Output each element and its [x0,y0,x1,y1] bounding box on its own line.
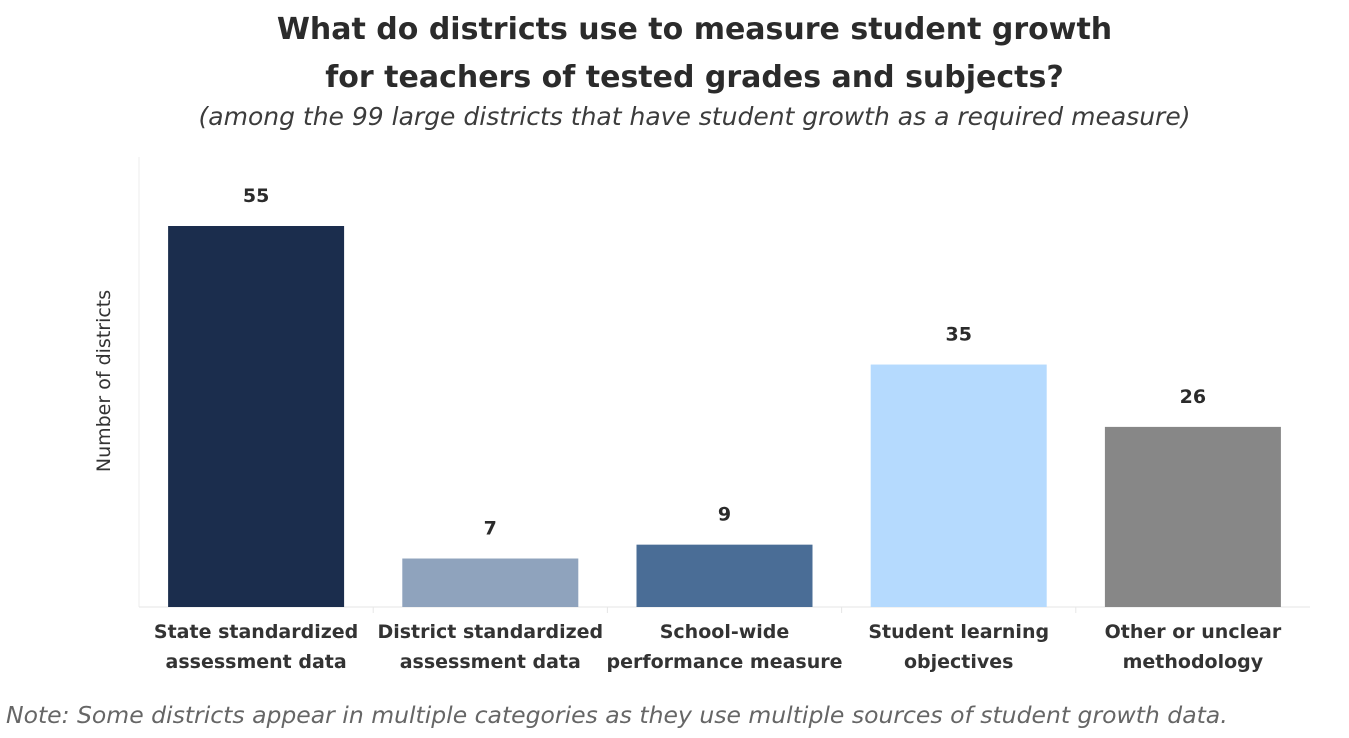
bar [168,226,345,607]
chart-note: Note: Some districts appear in multiple … [6,701,1228,729]
category-label: performance measure [606,651,842,673]
category-label: assessment data [166,651,347,673]
bar [402,558,579,607]
data-label: 35 [945,324,971,346]
data-label: 55 [243,185,269,207]
data-label: 7 [484,518,497,540]
data-label: 9 [718,504,731,526]
chart-title-line-2: for teachers of tested grades and subjec… [325,60,1064,95]
chart-category-labels: State standardized assessment data Distric… [154,621,1282,673]
category-label: District standardized [377,621,603,643]
category-label: Student learning [868,621,1049,643]
chart-bars [168,226,1281,607]
bar [870,364,1047,607]
bar [636,544,813,607]
chart-title: What do districts use to measure student… [0,6,1349,102]
y-axis-label: Number of districts [93,290,115,472]
category-label: State standardized [154,621,358,643]
data-label: 26 [1180,386,1206,408]
chart-subtitle: (among the 99 large districts that have … [198,102,1191,131]
bar [1104,426,1281,607]
category-label: methodology [1123,651,1264,673]
category-label: School-wide [660,621,790,643]
chart-data-labels: 55 7 9 35 26 [243,185,1206,540]
category-label: objectives [904,651,1014,673]
chart-title-line-1: What do districts use to measure student… [276,12,1113,47]
category-label: Other or unclear [1105,621,1282,643]
category-label: assessment data [400,651,581,673]
